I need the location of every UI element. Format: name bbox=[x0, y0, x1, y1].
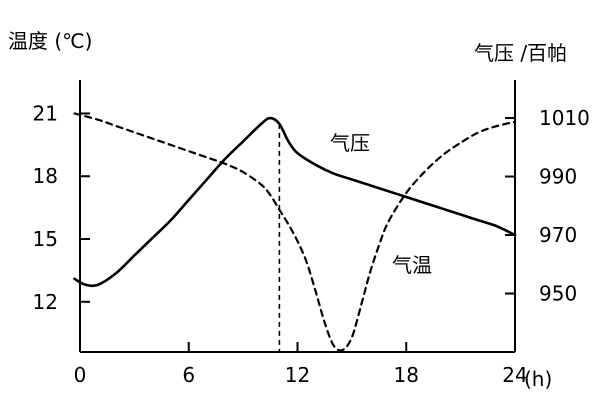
series-label-pressure: 气压 bbox=[330, 131, 370, 155]
right-tick-label: 990 bbox=[539, 165, 577, 189]
right-tick-label: 970 bbox=[539, 223, 577, 247]
left-tick-label: 21 bbox=[33, 101, 58, 125]
x-tick-label: 6 bbox=[182, 363, 195, 387]
left-tick-label: 18 bbox=[33, 164, 58, 188]
left-axis-title: 温度 (℃) bbox=[8, 29, 92, 53]
ticks: 0 6 12 18 24 12 15 18 21 950 970 990 1010 bbox=[33, 101, 590, 387]
right-tick-label: 950 bbox=[539, 282, 577, 306]
pressure-line bbox=[73, 116, 517, 288]
series-label-temperature: 气温 bbox=[392, 253, 432, 277]
x-tick-label: 18 bbox=[394, 363, 419, 387]
x-tick-label: 24 bbox=[502, 363, 527, 387]
left-tick-label: 12 bbox=[33, 290, 58, 314]
x-axis-unit: (h) bbox=[524, 367, 552, 391]
right-axis-title: 气压 /百帕 bbox=[474, 41, 567, 65]
left-tick-label: 15 bbox=[33, 227, 58, 251]
right-tick-label: 1010 bbox=[539, 106, 590, 130]
x-tick-label: 0 bbox=[74, 363, 87, 387]
temperature-line bbox=[73, 112, 517, 352]
x-tick-label: 12 bbox=[285, 363, 310, 387]
series-layer bbox=[73, 112, 517, 352]
